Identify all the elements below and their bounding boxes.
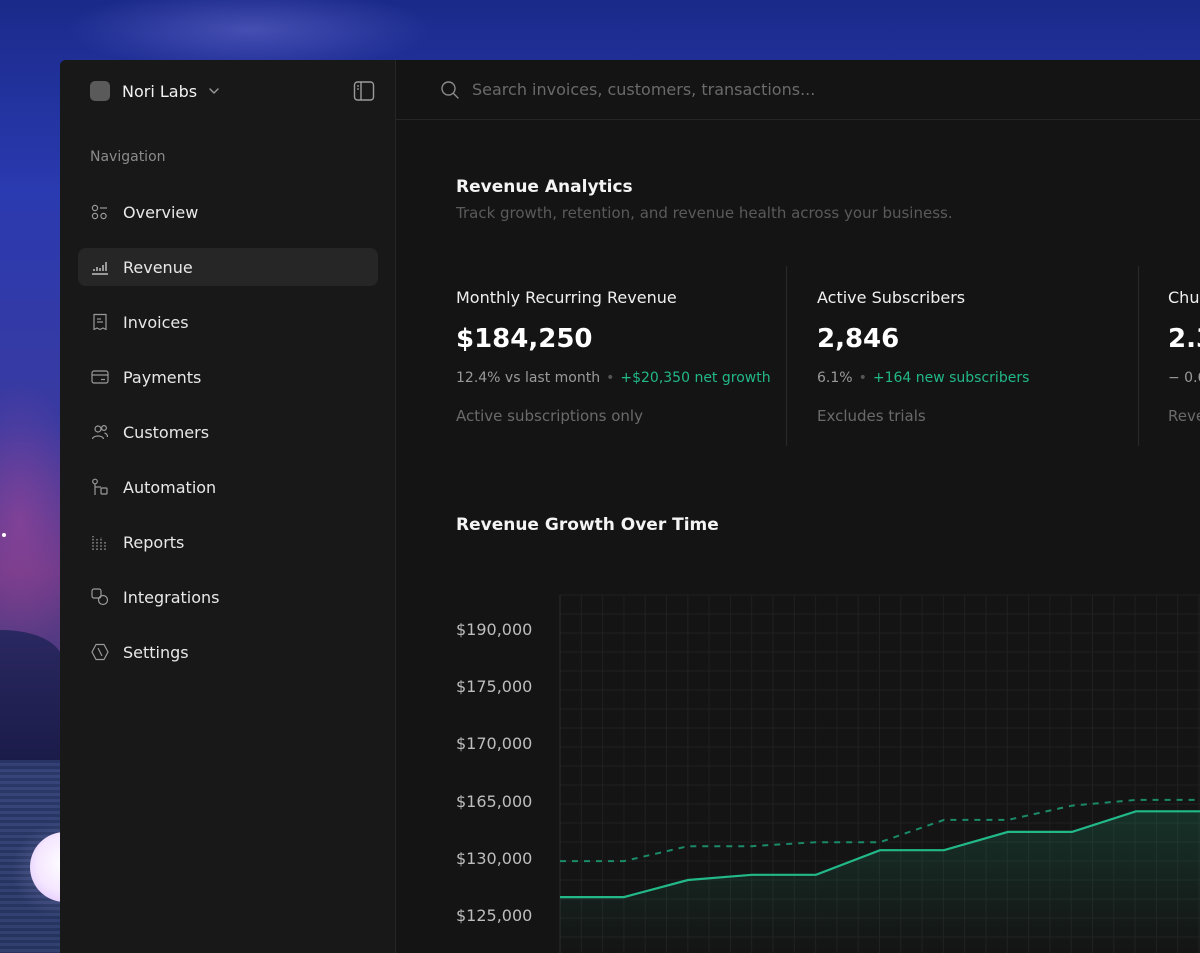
kpi-note: Excludes trials bbox=[817, 407, 926, 425]
y-tick-label: $130,000 bbox=[456, 848, 533, 868]
search-icon bbox=[441, 80, 459, 99]
background-star bbox=[2, 533, 6, 537]
sidebar-item-label: Overview bbox=[123, 202, 199, 222]
card-icon bbox=[90, 367, 110, 387]
kpi-growth: +$20,350 net growth bbox=[620, 370, 771, 386]
settings-icon bbox=[90, 642, 110, 662]
kpi-change-row: 12.4% vs last month • +$20,350 net growth bbox=[456, 370, 771, 386]
search-bar bbox=[396, 60, 1200, 120]
background-hill bbox=[0, 630, 62, 770]
kpi-card-mrr: Monthly Recurring Revenue $184,250 12.4%… bbox=[456, 266, 786, 446]
chart-svg bbox=[559, 594, 1200, 953]
area-fill bbox=[560, 811, 1200, 953]
sidebar-item-label: Invoices bbox=[123, 312, 189, 332]
kpi-label: Monthly Recurring Revenue bbox=[456, 288, 677, 307]
reports-icon bbox=[90, 532, 110, 552]
y-tick-label: $175,000 bbox=[456, 677, 533, 697]
automation-icon bbox=[90, 477, 110, 497]
kpi-value: 2.3 bbox=[1168, 324, 1200, 354]
sidebar-item-revenue[interactable]: Revenue bbox=[78, 248, 378, 286]
kpi-note: Active subscriptions only bbox=[456, 407, 643, 425]
workspace-name: Nori Labs bbox=[122, 81, 198, 101]
sidebar-item-automation[interactable]: Automation bbox=[78, 468, 378, 506]
sidebar-item-label: Integrations bbox=[123, 587, 220, 607]
sidebar: Nori Labs Navigation Overview bbox=[60, 60, 396, 953]
kpi-value: 2,846 bbox=[817, 324, 900, 354]
sidebar-item-label: Settings bbox=[123, 642, 189, 662]
search-input[interactable] bbox=[472, 80, 1072, 99]
y-tick-label: $165,000 bbox=[456, 791, 533, 811]
kpi-card-churn: Chu 2.3 − 0.6 Reve bbox=[1168, 266, 1200, 446]
sidebar-item-reports[interactable]: Reports bbox=[78, 523, 378, 561]
sidebar-item-overview[interactable]: Overview bbox=[78, 193, 378, 231]
kpi-growth: +164 new subscribers bbox=[872, 370, 1030, 386]
revenue-line-chart: $190,000 $175,000 $170,000 $165,000 $130,000… bbox=[396, 590, 1200, 953]
sidebar-item-label: Reports bbox=[123, 532, 185, 552]
chart-title: Revenue Growth Over Time bbox=[456, 515, 719, 535]
y-tick-label: $190,000 bbox=[456, 620, 533, 639]
series-line-dashed bbox=[560, 798, 1200, 863]
kpi-label: Chu bbox=[1168, 288, 1200, 307]
sidebar-item-integrations[interactable]: Integrations bbox=[78, 578, 378, 616]
kpi-divider bbox=[786, 266, 787, 446]
kpi-card-subscribers: Active Subscribers 2,846 6.1% • +164 new s… bbox=[817, 266, 1137, 446]
kpi-divider bbox=[1138, 266, 1139, 446]
sidebar-item-label: Customers bbox=[123, 422, 210, 442]
overview-icon bbox=[90, 202, 110, 222]
sidebar-nav: Overview Revenue Invoices Payments bbox=[78, 193, 378, 688]
sidebar-item-invoices[interactable]: Invoices bbox=[78, 303, 378, 341]
sidebar-item-label: Revenue bbox=[123, 257, 193, 277]
y-tick-label: $125,000 bbox=[456, 906, 533, 925]
sidebar-toggle-icon[interactable] bbox=[352, 79, 376, 103]
kpi-change: 6.1% bbox=[817, 370, 853, 386]
revenue-icon bbox=[90, 257, 110, 277]
sidebar-item-customers[interactable]: Customers bbox=[78, 413, 378, 451]
integrations-icon bbox=[90, 587, 110, 607]
kpi-note: Reve bbox=[1168, 407, 1200, 425]
separator-dot: • bbox=[858, 370, 867, 386]
nav-heading: Navigation bbox=[90, 149, 166, 165]
workspace-switcher[interactable]: Nori Labs bbox=[90, 80, 221, 102]
workspace-logo bbox=[90, 81, 110, 101]
sidebar-item-label: Payments bbox=[123, 367, 202, 387]
users-icon bbox=[90, 422, 110, 442]
page-title: Revenue Analytics bbox=[456, 177, 633, 197]
page-subtitle: Track growth, retention, and revenue hea… bbox=[456, 204, 953, 222]
sidebar-item-settings[interactable]: Settings bbox=[78, 633, 378, 671]
kpi-value: $184,250 bbox=[456, 324, 593, 354]
kpi-label: Active Subscribers bbox=[817, 288, 966, 307]
kpi-change: − 0.6 bbox=[1168, 370, 1200, 386]
main-content: Revenue Analytics Track growth, retentio… bbox=[396, 60, 1200, 953]
kpi-row: Monthly Recurring Revenue $184,250 12.4%… bbox=[456, 266, 1200, 446]
invoice-icon bbox=[90, 312, 110, 332]
kpi-change: 12.4% vs last month bbox=[456, 370, 601, 386]
chevron-down-icon bbox=[209, 88, 219, 94]
separator-dot: • bbox=[606, 370, 615, 386]
sidebar-item-payments[interactable]: Payments bbox=[78, 358, 378, 396]
app-window: Nori Labs Navigation Overview bbox=[60, 60, 1200, 953]
sidebar-item-label: Automation bbox=[123, 477, 217, 497]
series-line-solid bbox=[560, 810, 1200, 899]
y-tick-label: $170,000 bbox=[456, 734, 533, 754]
kpi-change-row: 6.1% • +164 new subscribers bbox=[817, 370, 1029, 386]
